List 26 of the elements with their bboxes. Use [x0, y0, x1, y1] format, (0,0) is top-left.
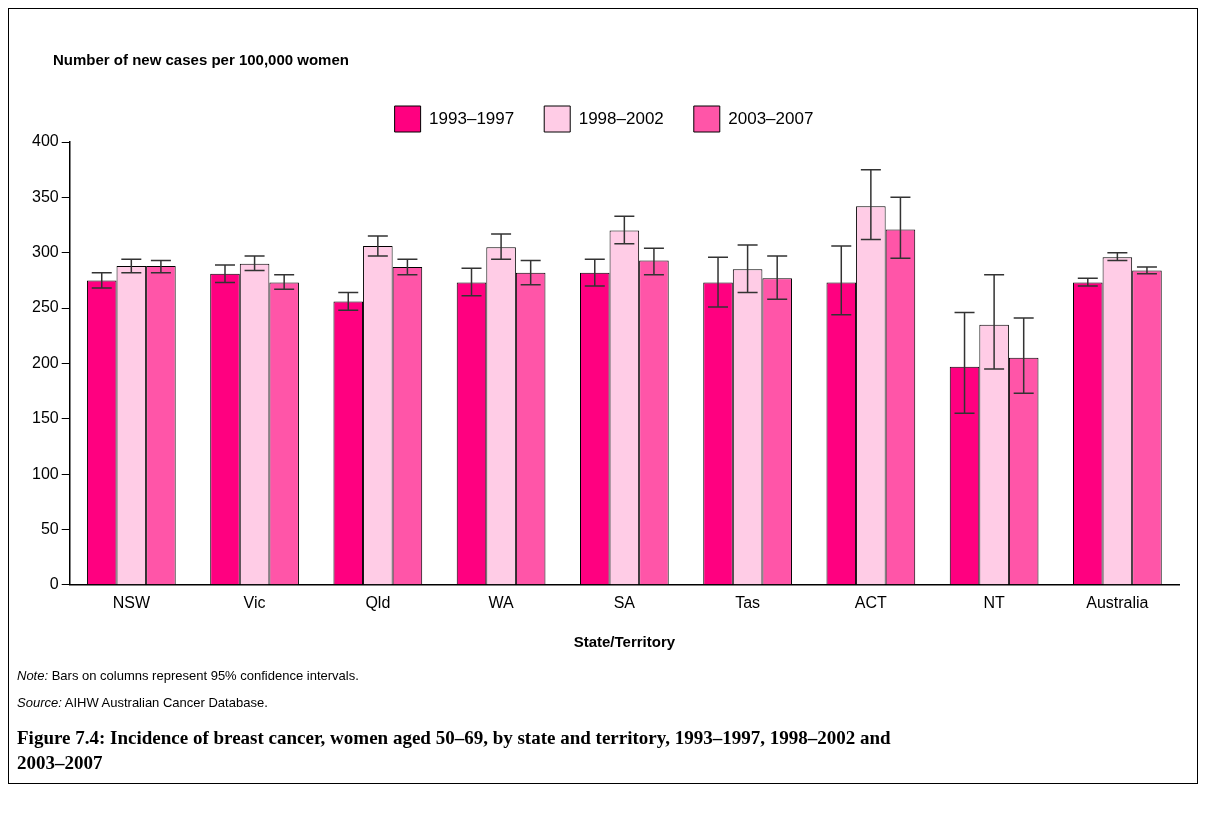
x-tick-label: NT: [983, 593, 1006, 611]
source-note: Source: AIHW Australian Cancer Database.: [17, 695, 268, 710]
y-tick-label: 200: [31, 353, 59, 371]
text: Note: Bars on columns represent 95% confidence intervals.: [17, 668, 359, 683]
x-tick-label: Australia: [1086, 593, 1149, 611]
legend-label: 1993–1997: [429, 108, 515, 128]
x-tick-label: SA: [613, 593, 636, 611]
y-tick-label: 150: [31, 409, 59, 427]
legend-label: 1998–2002: [578, 108, 664, 128]
y-tick-label: 50: [40, 519, 59, 537]
x-tick-label: Tas: [735, 593, 761, 611]
x-tick-label: ACT: [854, 593, 888, 611]
x-tick-label: Vic: [243, 593, 266, 611]
y-tick-label: 400: [31, 132, 59, 150]
x-tick-label: WA: [488, 593, 515, 611]
text: Figure 7.4: Incidence of breast cancer, women aged 50–69, by state and territory, 1993–1997, 1998–2002 and 2003–2007: [17, 726, 892, 775]
y-tick-label: 0: [49, 575, 59, 593]
y-tick-label: 350: [31, 187, 59, 205]
y-axis-title: Number of new cases per 100,000 women: [53, 51, 350, 68]
x-tick-label: NSW: [112, 593, 151, 611]
y-tick-label: 250: [31, 298, 59, 316]
legend-label: 2003–2007: [728, 108, 814, 128]
x-axis-title: State/Territory: [573, 633, 676, 651]
y-tick-label: 300: [31, 243, 59, 261]
x-tick-label: Qld: [365, 593, 391, 611]
y-tick-label: 100: [31, 464, 59, 482]
